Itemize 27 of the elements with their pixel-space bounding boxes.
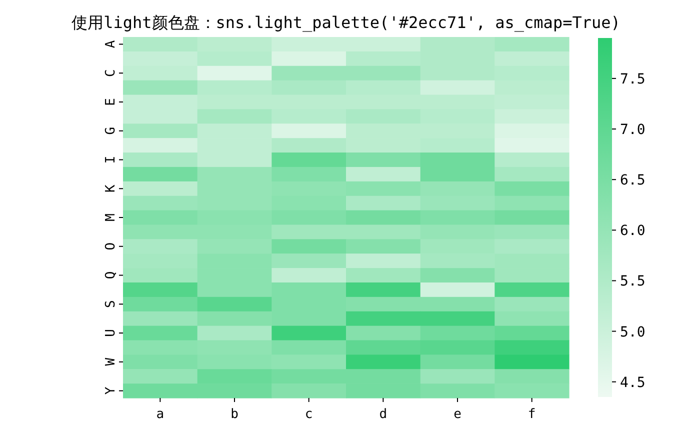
color-bar-label: 6.0 — [620, 223, 646, 240]
color-bar-label: 7.5 — [620, 71, 646, 88]
y-tick-label: E — [104, 98, 118, 106]
chart-title: 使用light颜色盘：sns.light_palette('#2ecc71', as_cmap=True) — [72, 13, 620, 32]
x-tick-label: a — [156, 407, 164, 422]
color-bar-label: 6.5 — [620, 172, 646, 189]
y-tick-label: W — [104, 358, 118, 366]
y-tick-label: A — [104, 40, 118, 48]
x-tick-label: e — [454, 407, 462, 422]
y-tick-label: O — [104, 242, 118, 250]
color-bar-label: 5.5 — [620, 274, 646, 290]
color-bar-label: 5.0 — [620, 324, 646, 340]
color-bar-label: 7.0 — [620, 122, 646, 138]
y-tick-label: C — [104, 69, 118, 78]
x-tick-label: c — [304, 407, 313, 422]
x-tick-label: f — [528, 407, 536, 422]
x-tick-label: d — [379, 407, 388, 422]
y-tick-label: I — [104, 156, 118, 164]
y-tick-label: Y — [104, 386, 118, 395]
y-tick-label: M — [104, 213, 118, 222]
y-tick-label: U — [104, 329, 118, 337]
x-tick-label: b — [230, 407, 239, 422]
y-tick-label: S — [104, 300, 118, 308]
color-bar-label: 4.5 — [620, 374, 646, 391]
y-tick-label: G — [104, 126, 118, 135]
y-tick-label: K — [104, 184, 118, 193]
y-tick-label: Q — [104, 271, 118, 280]
